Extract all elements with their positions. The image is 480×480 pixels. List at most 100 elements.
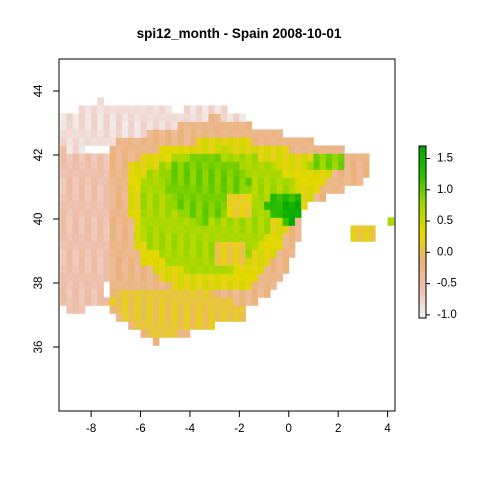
- raster-cell: [208, 217, 216, 226]
- raster-cell: [183, 249, 191, 258]
- raster-cell: [177, 153, 185, 162]
- legend-color-step: [419, 277, 426, 282]
- raster-cell: [233, 145, 240, 154]
- raster-cell: [134, 145, 141, 154]
- raster-cell: [128, 185, 135, 194]
- raster-cell: [183, 281, 191, 290]
- raster-cell: [66, 153, 73, 162]
- raster-cell: [307, 161, 314, 170]
- raster-cell: [196, 201, 203, 210]
- raster-cell: [245, 289, 253, 298]
- raster-cell: [220, 105, 228, 114]
- legend-color-step: [419, 183, 426, 187]
- raster-cell: [282, 185, 290, 194]
- raster-cell: [146, 297, 154, 306]
- raster-cell: [214, 225, 222, 234]
- raster-cell: [165, 145, 172, 154]
- raster-cell: [177, 249, 185, 258]
- raster-cell: [196, 153, 203, 162]
- raster-cell: [159, 281, 166, 290]
- raster-cell: [264, 193, 271, 202]
- raster-cell: [84, 265, 92, 274]
- raster-cell: [177, 121, 185, 130]
- raster-cell: [301, 161, 308, 170]
- raster-cell: [356, 161, 364, 170]
- raster-cell: [134, 217, 141, 226]
- raster-cell: [165, 257, 172, 266]
- raster-cell: [251, 217, 259, 226]
- raster-cell: [202, 193, 209, 202]
- raster-cell: [97, 225, 104, 234]
- raster-cell: [196, 105, 203, 114]
- raster-cell: [159, 153, 166, 162]
- raster-cell: [171, 329, 178, 338]
- raster-cell: [220, 121, 228, 130]
- raster-cell: [171, 305, 178, 314]
- raster-cell: [60, 289, 67, 298]
- raster-cell: [239, 281, 246, 290]
- raster-cell: [84, 241, 92, 250]
- raster-cell: [91, 137, 98, 146]
- legend-color-step: [419, 166, 426, 170]
- raster-cell: [257, 233, 265, 242]
- raster-cell: [301, 193, 308, 202]
- raster-cell: [146, 209, 154, 218]
- raster-cell: [66, 305, 73, 314]
- raster-cell: [202, 265, 209, 274]
- raster-cell: [233, 217, 240, 226]
- raster-cell: [220, 209, 228, 218]
- raster-cell: [177, 305, 185, 314]
- raster-cell: [60, 121, 67, 130]
- raster-cell: [257, 249, 265, 258]
- raster-cell: [227, 177, 234, 186]
- raster-cell: [140, 169, 148, 178]
- raster-cell: [78, 233, 86, 242]
- raster-cell: [220, 169, 228, 178]
- raster-cell: [183, 321, 191, 330]
- raster-cell: [183, 257, 191, 266]
- raster-cell: [128, 169, 135, 178]
- raster-cell: [60, 273, 67, 282]
- raster-cell: [165, 241, 172, 250]
- raster-cell: [183, 305, 191, 314]
- raster-cell: [115, 137, 123, 146]
- raster-cell: [140, 121, 148, 130]
- raster-cell: [171, 265, 178, 274]
- raster-cell: [122, 249, 129, 258]
- legend-color-step: [419, 209, 426, 213]
- raster-cell: [115, 121, 123, 130]
- raster-cell: [152, 241, 160, 250]
- raster-cell: [122, 217, 129, 226]
- raster-cell: [264, 153, 271, 162]
- raster-cell: [301, 185, 308, 194]
- raster-cell: [208, 113, 216, 122]
- raster-cell: [288, 225, 296, 234]
- raster-cell: [276, 153, 283, 162]
- raster-cell: [128, 177, 135, 186]
- raster-cell: [189, 297, 197, 306]
- legend-color-step: [419, 197, 426, 201]
- legend-tick-label: 1.5: [437, 153, 453, 165]
- raster-cell: [103, 137, 111, 146]
- raster-cell: [196, 273, 203, 282]
- legend-color-step: [419, 229, 426, 233]
- raster-cell: [208, 209, 216, 218]
- raster-cell: [97, 177, 104, 186]
- raster-cell: [214, 265, 222, 274]
- raster-cell: [103, 257, 111, 266]
- raster-cell: [66, 121, 73, 130]
- raster-cell: [78, 121, 86, 130]
- raster-cell: [276, 209, 283, 218]
- raster-cell: [146, 193, 154, 202]
- raster-cell: [103, 233, 111, 242]
- raster-cell: [91, 217, 98, 226]
- raster-cell: [159, 129, 166, 138]
- raster-cell: [196, 313, 203, 322]
- raster-cell: [78, 193, 86, 202]
- raster-cell: [332, 161, 339, 170]
- raster-cell: [97, 193, 104, 202]
- raster-cell: [233, 305, 240, 314]
- raster-cell: [369, 233, 376, 242]
- raster-cell: [128, 113, 135, 122]
- raster-cell: [146, 289, 154, 298]
